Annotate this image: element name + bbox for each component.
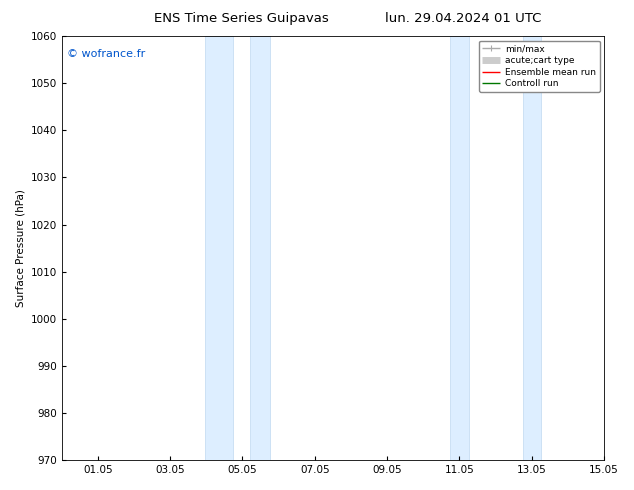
Bar <box>205 36 233 460</box>
Bar <box>450 36 469 460</box>
Bar <box>523 36 541 460</box>
Y-axis label: Surface Pressure (hPa): Surface Pressure (hPa) <box>15 189 25 307</box>
Text: ENS Time Series Guipavas: ENS Time Series Guipavas <box>153 12 328 25</box>
Bar <box>250 36 269 460</box>
Text: © wofrance.fr: © wofrance.fr <box>67 49 145 59</box>
Text: lun. 29.04.2024 01 UTC: lun. 29.04.2024 01 UTC <box>385 12 541 25</box>
Legend: min/max, acute;cart type, Ensemble mean run, Controll run: min/max, acute;cart type, Ensemble mean … <box>479 41 600 92</box>
